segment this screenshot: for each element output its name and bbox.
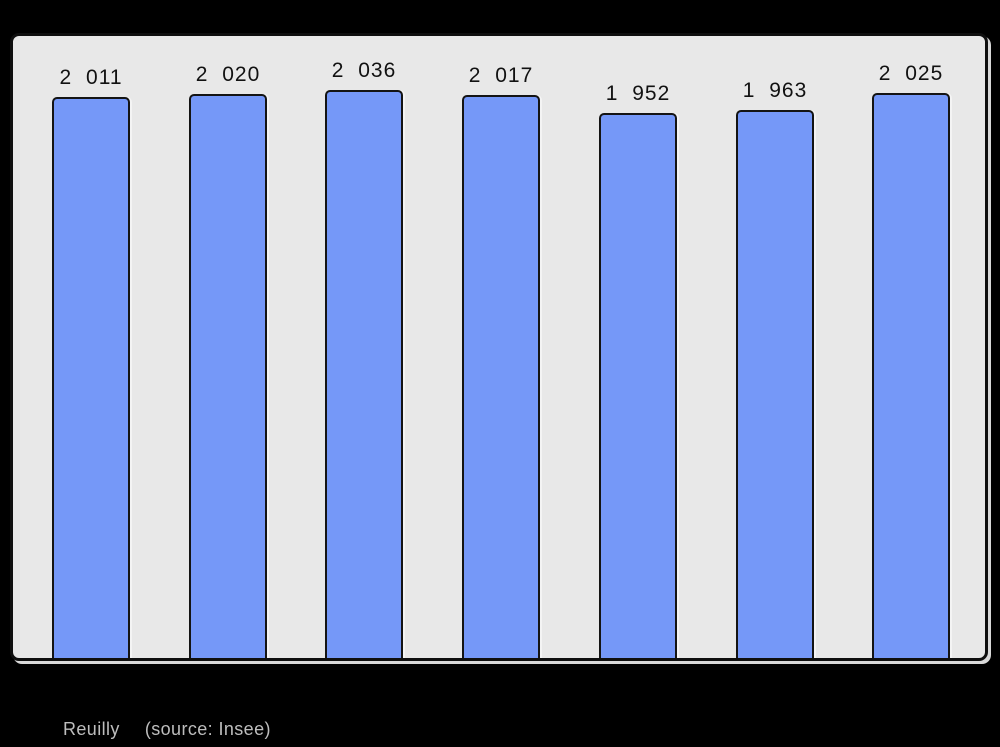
bar-value-label: 2 020: [195, 63, 261, 86]
bar-value-label: 1 963: [742, 79, 808, 102]
bar-value-label: 2 025: [878, 62, 944, 85]
bar: [52, 97, 130, 658]
bar: [462, 95, 540, 658]
bar: [599, 113, 677, 658]
bar-value-label: 1 952: [605, 82, 671, 105]
bar-value-label: 2 017: [468, 64, 534, 87]
bar-value-label: 2 036: [331, 59, 397, 82]
bar: [736, 110, 814, 658]
bar: [325, 90, 403, 658]
chart-caption: Reuilly (source: Insee): [63, 719, 271, 739]
plot-area: 2 011 2 020 2 036 2 017 1 952 1 963 2 025: [10, 33, 988, 661]
caption-source: (source: Insee): [144, 719, 271, 739]
caption-place: Reuilly: [63, 719, 120, 739]
bar: [189, 94, 267, 658]
bar: [872, 93, 950, 658]
bar-value-label: 2 011: [59, 66, 123, 89]
